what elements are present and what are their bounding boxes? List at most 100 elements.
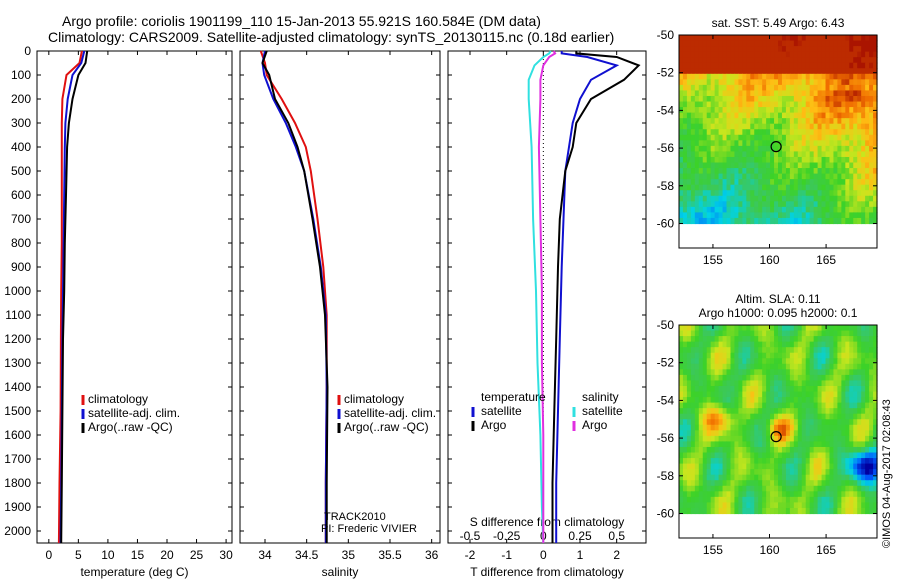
heatmap-cell bbox=[845, 90, 850, 97]
heatmap-cell bbox=[726, 68, 732, 75]
heatmap-cell bbox=[809, 151, 815, 158]
heatmap-cell bbox=[781, 217, 787, 225]
heatmap-cell bbox=[738, 57, 743, 64]
heatmap-cell bbox=[833, 435, 838, 443]
heatmap-cell bbox=[734, 168, 739, 175]
heatmap-cell bbox=[778, 201, 783, 208]
heatmap-cell bbox=[797, 480, 803, 487]
heatmap-cell bbox=[869, 134, 874, 141]
heatmap-cell bbox=[698, 374, 704, 382]
heatmap-cell bbox=[853, 179, 858, 186]
heatmap-cell bbox=[734, 217, 739, 225]
heatmap-cell bbox=[758, 84, 763, 92]
heatmap-cell bbox=[734, 452, 739, 459]
heatmap-cell bbox=[746, 101, 751, 108]
heatmap-cell bbox=[849, 140, 854, 147]
heatmap-cell bbox=[710, 145, 716, 153]
heatmap-cell bbox=[817, 123, 823, 130]
heatmap-cell bbox=[805, 480, 811, 487]
heatmap-cell bbox=[849, 123, 854, 130]
heatmap-cell bbox=[837, 162, 842, 169]
heatmap-cell bbox=[698, 118, 704, 125]
heatmap-cell bbox=[829, 491, 835, 498]
heatmap-cell bbox=[849, 474, 854, 481]
heatmap-cell bbox=[793, 502, 799, 509]
heatmap-cell bbox=[714, 51, 720, 58]
heatmap-cell bbox=[774, 430, 779, 437]
heatmap-cell bbox=[793, 40, 799, 47]
heatmap-cell bbox=[770, 419, 775, 426]
heatmap-cell bbox=[861, 84, 866, 92]
heatmap-cell bbox=[778, 408, 783, 415]
heatmap-cell bbox=[766, 458, 771, 465]
heatmap-cell bbox=[793, 485, 799, 492]
heatmap-cell bbox=[679, 385, 684, 393]
heatmap-cell bbox=[770, 40, 775, 47]
heatmap-cell bbox=[726, 190, 732, 197]
heatmap-cell bbox=[702, 336, 708, 343]
heatmap-cell bbox=[778, 101, 783, 108]
heatmap-cell bbox=[873, 95, 878, 103]
heatmap-cell bbox=[742, 134, 747, 141]
heatmap-cell bbox=[738, 46, 743, 53]
heatmap-cell bbox=[829, 430, 835, 437]
heatmap-cell bbox=[841, 491, 846, 498]
heatmap-cell bbox=[781, 73, 787, 80]
heatmap-cell bbox=[841, 474, 846, 481]
heatmap-cell bbox=[722, 129, 728, 136]
heatmap-cell bbox=[706, 123, 712, 130]
heatmap-cell bbox=[718, 151, 724, 158]
heatmap-cell bbox=[857, 419, 862, 426]
heatmap-cell bbox=[774, 118, 779, 125]
heatmap-cell bbox=[873, 51, 878, 58]
heatmap-cell bbox=[726, 347, 732, 354]
heatmap-cell bbox=[690, 369, 696, 376]
heatmap-cell bbox=[758, 162, 763, 169]
heatmap-cell bbox=[730, 151, 736, 158]
heatmap-cell bbox=[722, 419, 728, 426]
heatmap-cell bbox=[873, 341, 878, 348]
heatmap-cell bbox=[734, 184, 739, 191]
heatmap-cell bbox=[762, 95, 767, 103]
heatmap-cell bbox=[797, 40, 803, 47]
heatmap-cell bbox=[789, 62, 795, 69]
heatmap-cell bbox=[710, 496, 716, 503]
heatmap-cell bbox=[754, 441, 759, 448]
heatmap-cell bbox=[845, 469, 850, 476]
heatmap-cell bbox=[825, 507, 831, 515]
heatmap-cell bbox=[813, 90, 819, 97]
heatmap-cell bbox=[853, 347, 858, 354]
heatmap-cell bbox=[686, 507, 692, 515]
heatmap-cell bbox=[690, 446, 696, 454]
heatmap-cell bbox=[726, 441, 732, 448]
heatmap-cell bbox=[690, 430, 696, 437]
heatmap-cell bbox=[829, 107, 835, 114]
heatmap-cell bbox=[801, 413, 807, 420]
heatmap-cell bbox=[873, 173, 878, 180]
heatmap-cell bbox=[813, 40, 819, 47]
heatmap-cell bbox=[778, 452, 783, 459]
heatmap-cell bbox=[698, 491, 704, 498]
heatmap-cell bbox=[682, 145, 688, 153]
heatmap-cell bbox=[857, 62, 862, 69]
heatmap-cell bbox=[781, 419, 787, 426]
heatmap-cell bbox=[825, 145, 831, 153]
heatmap-cell bbox=[746, 430, 751, 437]
heatmap-cell bbox=[742, 330, 747, 337]
heatmap-cell bbox=[738, 217, 743, 225]
heatmap-cell bbox=[849, 413, 854, 420]
heatmap-cell bbox=[841, 446, 846, 454]
heatmap-cell bbox=[730, 73, 736, 80]
heatmap-cell bbox=[801, 68, 807, 75]
heatmap-cell bbox=[873, 145, 878, 153]
heatmap-cell bbox=[766, 413, 771, 420]
heatmap-cell bbox=[682, 35, 688, 42]
heatmap-cell bbox=[797, 330, 803, 337]
heatmap-cell bbox=[849, 57, 854, 64]
heatmap-cell bbox=[801, 435, 807, 443]
heatmap-cell bbox=[805, 57, 811, 64]
heatmap-cell bbox=[845, 474, 850, 481]
heatmap-cell bbox=[682, 179, 688, 186]
heatmap-cell bbox=[746, 469, 751, 476]
heatmap-cell bbox=[710, 162, 716, 169]
